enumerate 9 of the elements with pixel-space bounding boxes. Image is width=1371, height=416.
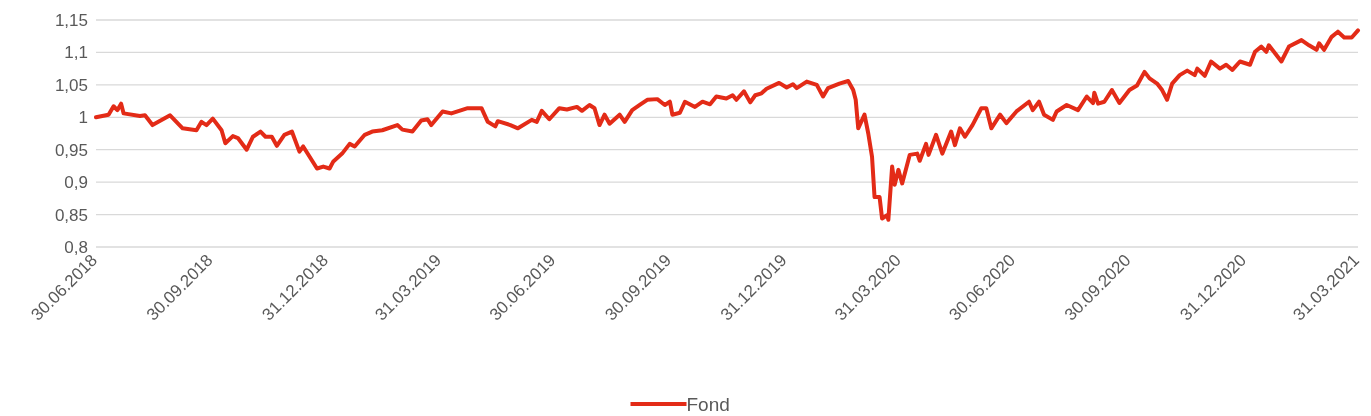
y-tick-label: 0,9 <box>64 173 88 193</box>
y-tick-label: 0,95 <box>54 140 88 160</box>
y-tick-label: 1 <box>78 108 88 128</box>
legend-label: Fond <box>686 393 730 415</box>
y-tick-label: 1,15 <box>54 10 88 30</box>
y-tick-label: 1,1 <box>64 43 88 63</box>
y-tick-label: 0,85 <box>54 205 88 225</box>
y-tick-label: 1,05 <box>54 75 88 95</box>
line-series <box>94 28 1360 222</box>
